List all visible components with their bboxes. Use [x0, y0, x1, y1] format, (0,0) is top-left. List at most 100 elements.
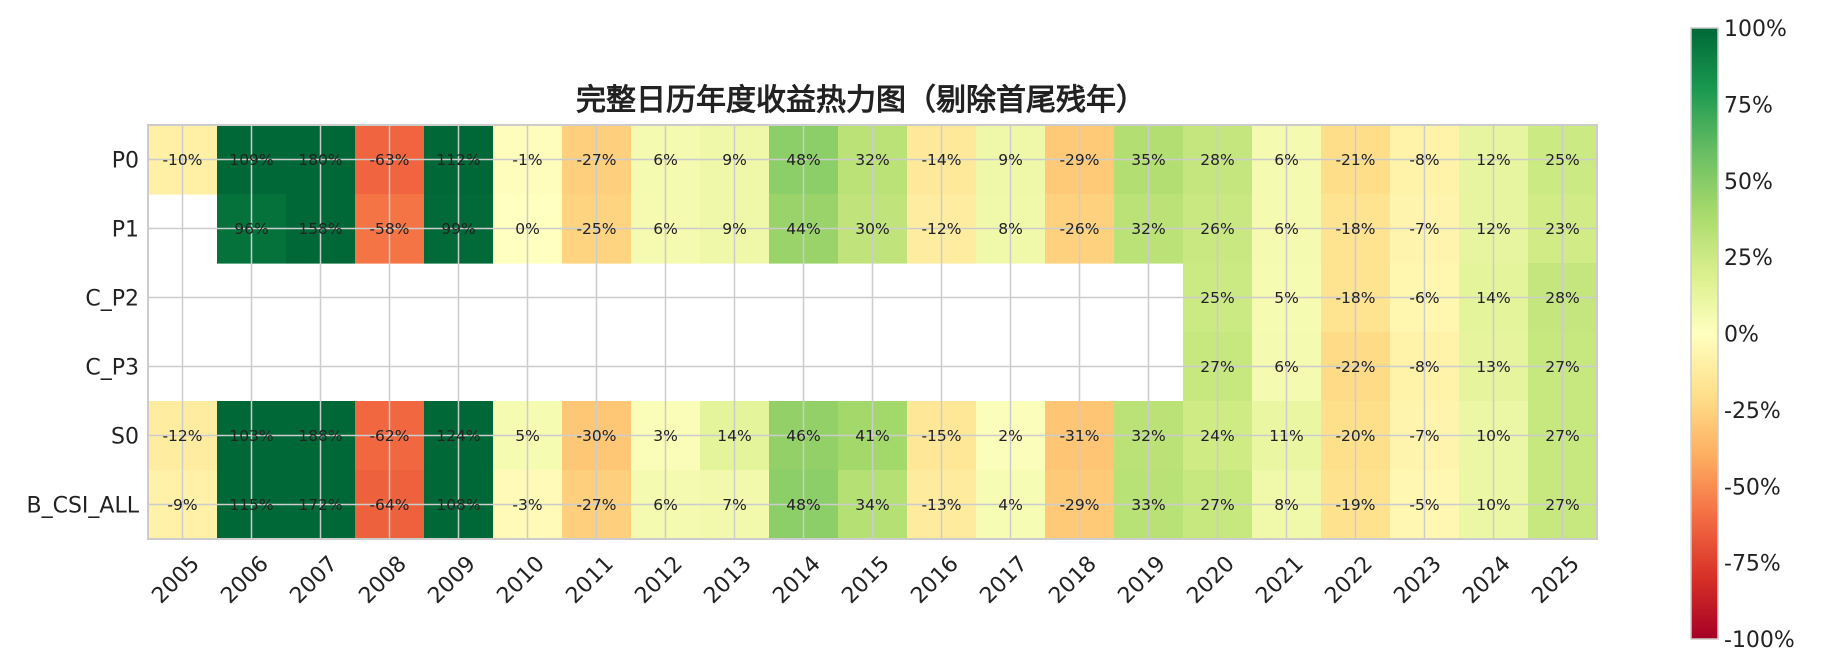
x-tick-label: 2010 — [492, 552, 549, 609]
x-tick-label: 2024 — [1458, 552, 1515, 609]
cell-value-label: 25% — [1200, 289, 1234, 307]
cell-value-label: 108% — [436, 496, 480, 514]
cell-value-label: 23% — [1545, 220, 1579, 238]
y-tick-label: P1 — [112, 218, 139, 243]
cell-value-label: 24% — [1200, 427, 1234, 445]
cell-value-label: 13% — [1476, 358, 1510, 376]
cell-value-label: -62% — [369, 427, 409, 445]
cell-value-label: 4% — [998, 496, 1023, 514]
cell-value-label: 6% — [653, 220, 678, 238]
cell-value-label: 6% — [1274, 358, 1299, 376]
cell-value-label: -63% — [369, 151, 409, 169]
x-tick-label: 2011 — [561, 552, 618, 609]
cell-value-label: 5% — [1274, 289, 1299, 307]
cell-value-label: 35% — [1131, 151, 1165, 169]
cell-value-label: 6% — [1274, 220, 1299, 238]
cell-value-label: 5% — [515, 427, 540, 445]
cell-value-label: 3% — [653, 427, 678, 445]
cell-value-label: -6% — [1409, 289, 1439, 307]
colorbar-ticks: 100% 75% 50% 25% 0% -25% -50% -75% -100% — [1724, 17, 1795, 653]
cell-value-label: 32% — [855, 151, 889, 169]
colorbar-tick-label: 25% — [1724, 246, 1773, 271]
chart-title: 完整日历年度收益热力图（剔除首尾残年） — [576, 83, 1146, 118]
plot-frame — [147, 124, 1598, 540]
colorbar: 100% 75% 50% 25% 0% -25% -50% -75% -100% — [1690, 17, 1795, 653]
cell-value-label: 27% — [1545, 427, 1579, 445]
cell-value-label: 33% — [1131, 496, 1165, 514]
x-tick-label: 2013 — [699, 552, 756, 609]
cell-value-label: 30% — [855, 220, 889, 238]
cell-value-label: 9% — [722, 220, 747, 238]
cell-value-label: 46% — [786, 427, 820, 445]
cell-value-label: -5% — [1409, 496, 1439, 514]
cell-value-label: -20% — [1335, 427, 1375, 445]
x-tick-label: 2016 — [906, 552, 963, 609]
x-tick-label: 2006 — [216, 552, 273, 609]
cell-value-label: -30% — [576, 427, 616, 445]
cell-value-label: -14% — [921, 151, 961, 169]
cell-value-label: -8% — [1409, 151, 1439, 169]
cell-value-label: 26% — [1200, 220, 1234, 238]
x-tick-label: 2025 — [1527, 552, 1584, 609]
cell-value-label: 27% — [1545, 358, 1579, 376]
cell-value-label: -25% — [576, 220, 616, 238]
x-tick-label: 2020 — [1182, 552, 1239, 609]
y-tick-label: C_P2 — [85, 287, 139, 312]
cell-value-label: -29% — [1059, 151, 1099, 169]
x-tick-label: 2008 — [354, 552, 411, 609]
cell-value-label: -7% — [1409, 427, 1439, 445]
cell-value-label: 41% — [855, 427, 889, 445]
cell-value-label: -12% — [921, 220, 961, 238]
x-axis: 2005 2006 2007 2008 2009 2010 2011 2012 2013 2014… — [147, 552, 1584, 609]
cell-value-label: -19% — [1335, 496, 1375, 514]
cell-value-label: -10% — [162, 151, 202, 169]
cell-value-label: -1% — [512, 151, 542, 169]
cell-value-label: 48% — [786, 151, 820, 169]
colorbar-tick-label: 0% — [1724, 323, 1759, 348]
x-tick-label: 2014 — [768, 552, 825, 609]
cell-value-label: -13% — [921, 496, 961, 514]
cell-value-label: 12% — [1476, 220, 1510, 238]
cell-value-label: 27% — [1200, 358, 1234, 376]
y-tick-label: P0 — [112, 149, 139, 174]
x-tick-label: 2009 — [423, 552, 480, 609]
cell-value-label: 32% — [1131, 220, 1165, 238]
cell-value-label: 27% — [1545, 496, 1579, 514]
cell-value-label: 27% — [1200, 496, 1234, 514]
cell-value-label: 32% — [1131, 427, 1165, 445]
colorbar-tick-label: 100% — [1724, 17, 1787, 42]
cell-value-label: 10% — [1476, 496, 1510, 514]
cell-value-label: 158% — [298, 220, 342, 238]
cell-value-label: -8% — [1409, 358, 1439, 376]
cell-value-label: 8% — [998, 220, 1023, 238]
cell-value-label: -7% — [1409, 220, 1439, 238]
x-tick-label: 2022 — [1320, 552, 1377, 609]
x-tick-label: 2019 — [1113, 552, 1170, 609]
colorbar-tick-label: -100% — [1724, 628, 1795, 653]
cell-labels: -10% 109% 180% -63% 112% -1% -27% 6% 9% 48% 32% -14… — [162, 151, 1579, 514]
cell-value-label: -29% — [1059, 496, 1099, 514]
cell-value-label: 14% — [717, 427, 751, 445]
cell-value-label: 28% — [1200, 151, 1234, 169]
colorbar-tick-label: 50% — [1724, 170, 1773, 195]
cell-value-label: -12% — [162, 427, 202, 445]
cell-value-label: 34% — [855, 496, 889, 514]
cell-value-label: 8% — [1274, 496, 1299, 514]
x-tick-label: 2015 — [837, 552, 894, 609]
x-tick-label: 2023 — [1389, 552, 1446, 609]
cell-value-label: -21% — [1335, 151, 1375, 169]
cell-value-label: -58% — [369, 220, 409, 238]
cell-value-label: 14% — [1476, 289, 1510, 307]
x-tick-label: 2005 — [147, 552, 204, 609]
cell-value-label: 12% — [1476, 151, 1510, 169]
grid-lines — [148, 125, 1597, 539]
cell-value-label: -18% — [1335, 220, 1375, 238]
y-axis: P0 P1 C_P2 C_P3 S0 B_CSI_ALL — [27, 149, 140, 519]
cell-value-label: 188% — [298, 427, 342, 445]
cell-value-label: 7% — [722, 496, 747, 514]
colorbar-tick-label: -25% — [1724, 399, 1781, 424]
x-tick-label: 2017 — [975, 552, 1032, 609]
cell-value-label: 124% — [436, 427, 480, 445]
cell-value-label: -31% — [1059, 427, 1099, 445]
cell-value-label: 2% — [998, 427, 1023, 445]
